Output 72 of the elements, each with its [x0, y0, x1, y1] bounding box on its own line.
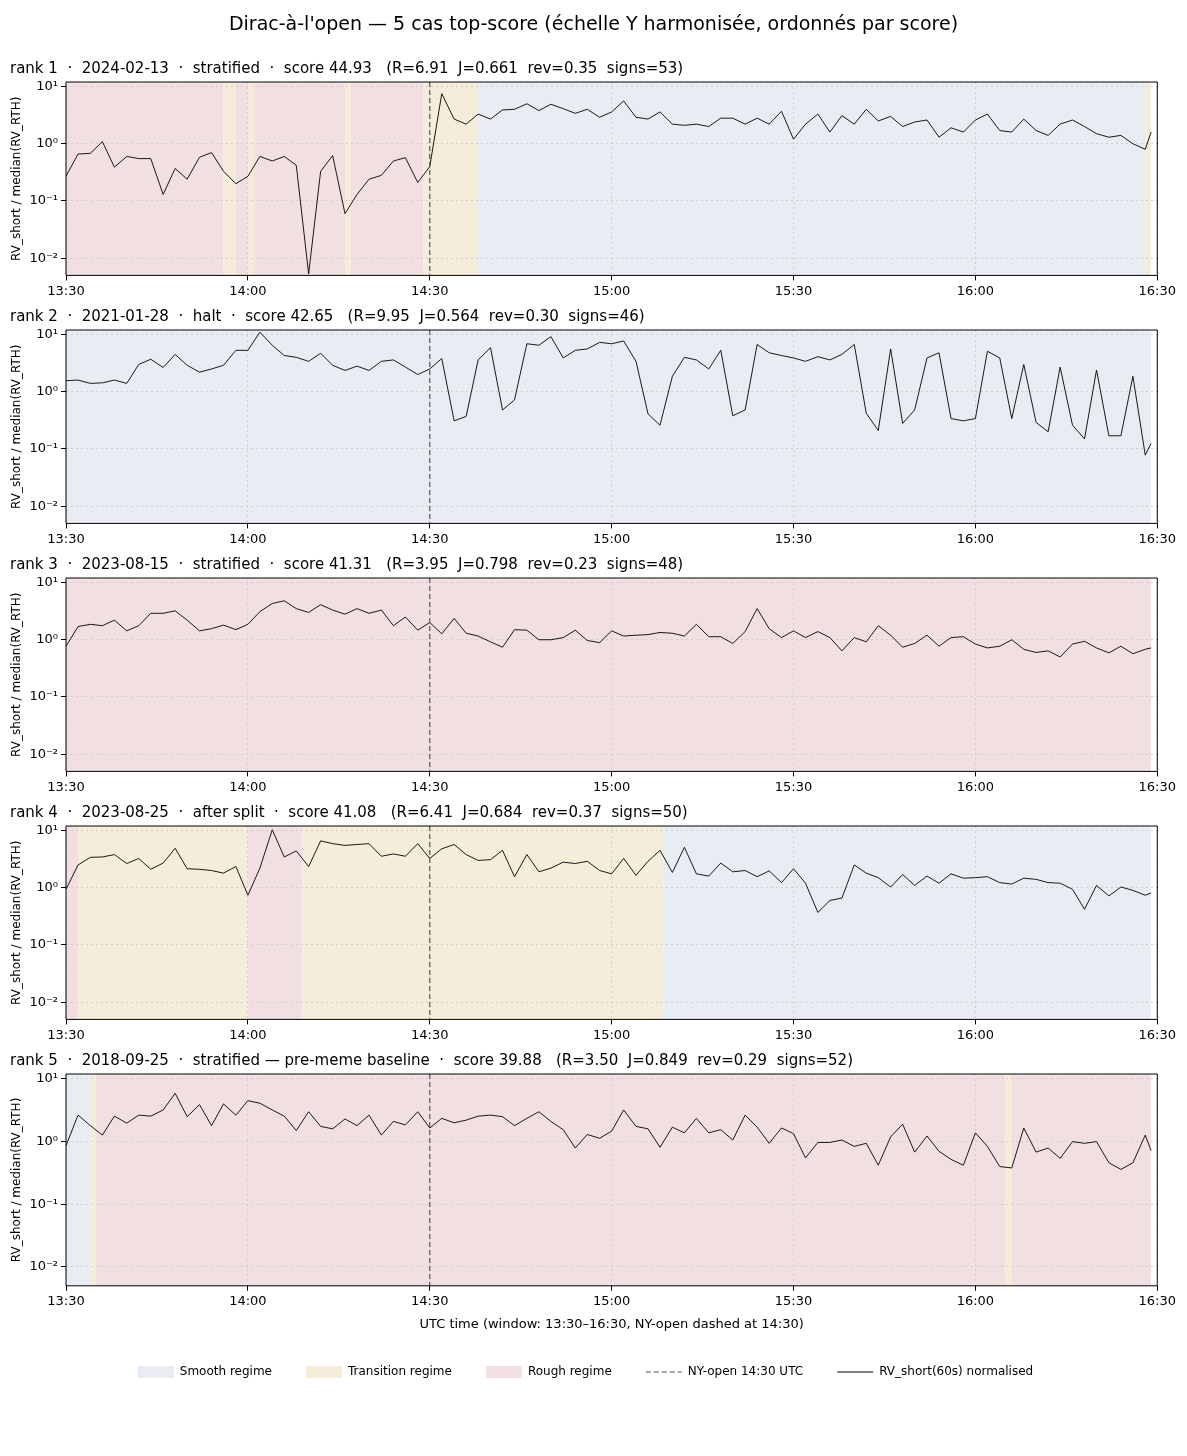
x-tick-label: 13:30	[47, 778, 85, 794]
x-tick-label: 15:00	[592, 1292, 631, 1308]
x-tick-label: 16:00	[956, 778, 995, 794]
x-tick-label: 16:30	[1138, 1292, 1176, 1308]
x-axis-title: UTC time (window: 13:30–16:30, NY-open dashed at 14:30)	[419, 1315, 804, 1331]
x-tick-label: 16:00	[956, 282, 995, 298]
y-tick-label: 10¹	[36, 821, 59, 837]
y-tick-label: 10⁻¹	[29, 936, 59, 952]
legend-label: Rough regime	[527, 1364, 612, 1379]
y-tick-label: 10⁰	[36, 879, 59, 895]
legend-label: Smooth regime	[179, 1364, 272, 1379]
x-tick-label: 15:30	[774, 530, 813, 546]
x-tick-label: 14:00	[229, 282, 267, 298]
y-axis-title: RV_short / median(RV_RTH)	[9, 592, 24, 757]
x-tick-label: 15:30	[774, 282, 813, 298]
y-tick-label: 10⁻²	[29, 497, 59, 513]
y-tick-label: 10¹	[36, 1070, 59, 1086]
y-tick-label: 10⁻¹	[29, 440, 59, 456]
x-tick-label: 14:00	[229, 1026, 267, 1042]
x-tick-label: 16:30	[1138, 530, 1176, 546]
x-tick-label: 14:30	[411, 778, 449, 794]
x-tick-label: 15:30	[774, 1292, 813, 1308]
x-tick-label: 13:30	[47, 530, 85, 546]
x-tick-label: 15:30	[774, 778, 813, 794]
x-tick-label: 15:00	[592, 1026, 631, 1042]
chart-subtitle: rank 1 · 2024-02-13 · stratified · score 44.93 (R=6.91 J=0.661 rev=0.35 signs=53)	[10, 58, 684, 77]
chart-subtitle: rank 3 · 2023-08-15 · stratified · score 41.31 (R=3.95 J=0.798 rev=0.23 signs=48)	[10, 554, 684, 573]
x-tick-label: 14:00	[229, 778, 267, 794]
x-tick-label: 15:30	[774, 1026, 813, 1042]
chart-subtitle: rank 2 · 2021-01-28 · halt · score 42.65 (R=9.95 J=0.564 rev=0.30 signs=46)	[10, 306, 645, 325]
y-tick-label: 10⁰	[36, 1133, 59, 1148]
x-tick-label: 14:30	[411, 1026, 449, 1042]
y-tick-label: 10¹	[36, 573, 59, 589]
x-tick-label: 14:30	[411, 1292, 449, 1308]
x-tick-label: 16:30	[1138, 1026, 1176, 1042]
x-tick-label: 14:30	[411, 530, 449, 546]
y-axis-title: RV_short / median(RV_RTH)	[9, 96, 24, 261]
y-tick-label: 10⁻²	[29, 745, 59, 761]
x-tick-label: 16:30	[1138, 282, 1176, 298]
legend-label: RV_short(60s) normalised	[879, 1364, 1034, 1379]
x-tick-label: 14:00	[229, 1292, 267, 1308]
y-axis-title: RV_short / median(RV_RTH)	[9, 344, 24, 509]
y-tick-label: 10⁰	[36, 631, 59, 647]
y-tick-label: 10⁻¹	[29, 192, 59, 208]
chart-title: Dirac-à-l'open — 5 cas top-score (échelle Y harmonisée, ordonnés par score)	[227, 11, 960, 36]
y-tick-label: 10⁻²	[29, 1258, 59, 1274]
x-tick-label: 15:00	[592, 778, 631, 794]
y-tick-label: 10⁰	[36, 383, 59, 399]
y-tick-label: 10⁻¹	[29, 688, 59, 704]
y-tick-label: 10¹	[36, 77, 59, 93]
x-tick-label: 16:30	[1138, 778, 1176, 794]
x-tick-label: 16:00	[956, 1026, 995, 1042]
x-tick-label: 16:00	[956, 1292, 995, 1308]
y-tick-label: 10⁻¹	[29, 1195, 59, 1211]
x-tick-label: 15:00	[592, 282, 631, 298]
y-tick-label: 10⁻²	[29, 249, 59, 265]
y-axis-title: RV_short / median(RV_RTH)	[9, 1097, 24, 1263]
y-tick-label: 10⁻²	[29, 993, 59, 1009]
x-tick-label: 13:30	[47, 282, 85, 298]
x-tick-label: 14:00	[229, 530, 267, 546]
x-tick-label: 16:00	[956, 530, 995, 546]
x-tick-label: 15:00	[592, 530, 631, 546]
x-tick-label: 13:30	[47, 1026, 85, 1042]
y-axis-title: RV_short / median(RV_RTH)	[9, 840, 24, 1005]
y-tick-label: 10¹	[36, 325, 59, 341]
chart-subtitle: rank 4 · 2023-08-25 · after split · score 41.08 (R=6.41 J=0.684 rev=0.37 signs=50)	[10, 802, 688, 821]
chart-subtitle: rank 5 · 2018-09-25 · stratified — pre-meme baseline · score 39.88 (R=3.50 J=0.849 rev=0.29 signs=52)	[10, 1050, 854, 1069]
x-tick-label: 14:30	[411, 282, 449, 298]
y-tick-label: 10⁰	[36, 135, 59, 151]
x-tick-label: 13:30	[47, 1292, 85, 1308]
legend-label: Transition regime	[346, 1364, 452, 1379]
legend-label: NY-open 14:30 UTC	[687, 1364, 804, 1379]
